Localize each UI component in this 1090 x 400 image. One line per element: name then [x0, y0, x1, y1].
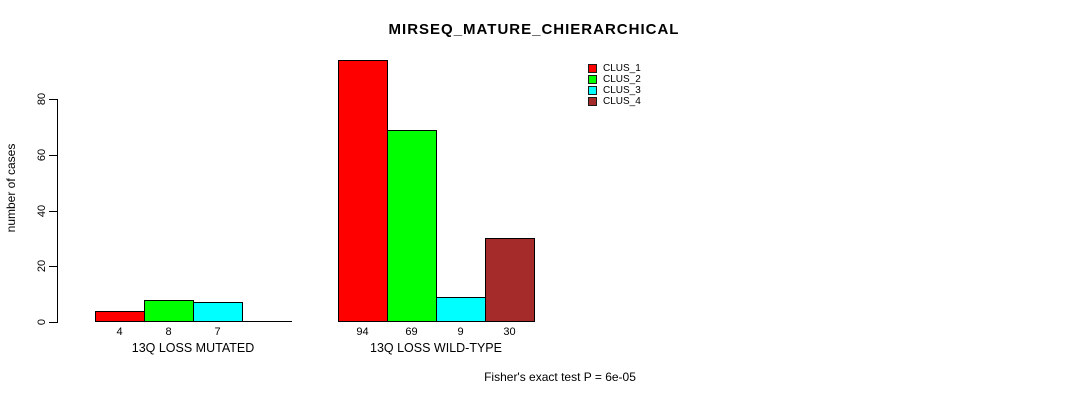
bar-value-label: 8	[165, 326, 172, 338]
bar-clus_1-1	[95, 311, 145, 322]
bar-value-label: 94	[356, 326, 369, 338]
y-tick-mark	[49, 155, 57, 156]
bar-value-label: 30	[503, 326, 516, 338]
legend-label: CLUS_3	[603, 85, 641, 96]
legend-item-clus_3: CLUS_3	[588, 85, 641, 96]
legend-item-clus_4: CLUS_4	[588, 96, 641, 107]
bar-value-label: 4	[116, 326, 123, 338]
bar-value-label: 9	[457, 326, 464, 338]
y-axis-title: number of cases	[4, 143, 18, 233]
legend-label: CLUS_2	[603, 74, 641, 85]
y-tick-mark	[49, 211, 57, 212]
y-tick-label: 0	[36, 318, 48, 326]
y-tick-mark	[49, 266, 57, 267]
legend-label: CLUS_4	[603, 96, 641, 107]
legend-item-clus_1: CLUS_1	[588, 63, 641, 74]
bar-clus_3-2	[436, 297, 486, 322]
y-tick-label: 60	[36, 148, 48, 162]
y-tick-label: 80	[36, 92, 48, 106]
y-tick-mark	[49, 322, 57, 323]
bar-clus_3-1	[193, 302, 243, 322]
category-label: 13Q LOSS MUTATED	[131, 341, 255, 355]
bar-clus_2-2	[387, 130, 437, 322]
y-axis-line	[57, 99, 58, 323]
category-label: 13Q LOSS WILD-TYPE	[370, 341, 502, 355]
fisher-test-note: Fisher's exact test P = 6e-05	[484, 370, 636, 384]
bar-clus_1-2	[338, 60, 388, 322]
bar-clus_2-1	[144, 300, 194, 322]
legend-swatch-icon	[588, 64, 597, 73]
bar-clus_4-2	[485, 238, 535, 322]
legend-swatch-icon	[588, 86, 597, 95]
y-tick-mark	[49, 99, 57, 100]
legend-swatch-icon	[588, 75, 597, 84]
bar-value-label: 7	[214, 326, 221, 338]
bar-value-label: 69	[405, 326, 418, 338]
legend-item-clus_2: CLUS_2	[588, 74, 641, 85]
chart-title: MIRSEQ_MATURE_CHIERARCHICAL	[388, 21, 680, 38]
legend-swatch-icon	[588, 97, 597, 106]
y-tick-label: 20	[36, 259, 48, 273]
legend-label: CLUS_1	[603, 63, 641, 74]
y-tick-label: 40	[36, 204, 48, 218]
